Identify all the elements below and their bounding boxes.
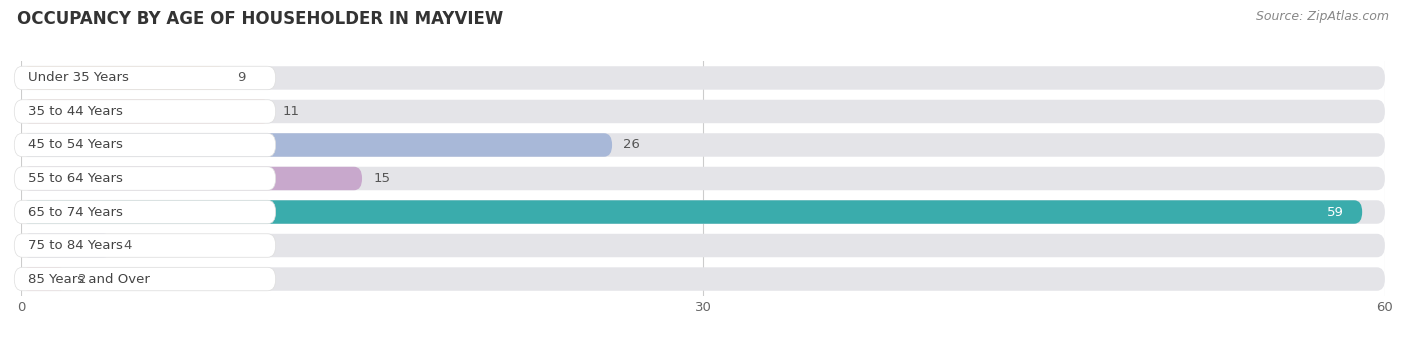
Text: 59: 59: [1327, 205, 1344, 219]
Text: 11: 11: [283, 105, 299, 118]
FancyBboxPatch shape: [21, 234, 112, 257]
Text: 35 to 44 Years: 35 to 44 Years: [28, 105, 122, 118]
FancyBboxPatch shape: [14, 133, 276, 157]
Text: 85 Years and Over: 85 Years and Over: [28, 273, 150, 286]
Text: 15: 15: [374, 172, 391, 185]
FancyBboxPatch shape: [14, 267, 276, 291]
Text: 26: 26: [623, 138, 640, 152]
Text: Under 35 Years: Under 35 Years: [28, 71, 129, 84]
FancyBboxPatch shape: [21, 167, 1385, 190]
FancyBboxPatch shape: [21, 66, 225, 90]
Text: 9: 9: [238, 71, 246, 84]
FancyBboxPatch shape: [21, 167, 363, 190]
FancyBboxPatch shape: [21, 200, 1362, 224]
FancyBboxPatch shape: [21, 133, 612, 157]
FancyBboxPatch shape: [21, 66, 1385, 90]
Text: 2: 2: [77, 273, 86, 286]
FancyBboxPatch shape: [21, 100, 271, 123]
FancyBboxPatch shape: [14, 66, 276, 90]
FancyBboxPatch shape: [21, 133, 1385, 157]
Text: 45 to 54 Years: 45 to 54 Years: [28, 138, 122, 152]
Text: OCCUPANCY BY AGE OF HOUSEHOLDER IN MAYVIEW: OCCUPANCY BY AGE OF HOUSEHOLDER IN MAYVI…: [17, 10, 503, 28]
FancyBboxPatch shape: [14, 234, 276, 257]
FancyBboxPatch shape: [21, 234, 1385, 257]
FancyBboxPatch shape: [21, 267, 1385, 291]
Text: 65 to 74 Years: 65 to 74 Years: [28, 205, 122, 219]
FancyBboxPatch shape: [21, 100, 1385, 123]
FancyBboxPatch shape: [14, 200, 276, 224]
FancyBboxPatch shape: [14, 100, 276, 123]
Text: Source: ZipAtlas.com: Source: ZipAtlas.com: [1256, 10, 1389, 23]
FancyBboxPatch shape: [21, 267, 66, 291]
FancyBboxPatch shape: [14, 167, 276, 190]
Text: 4: 4: [124, 239, 132, 252]
FancyBboxPatch shape: [21, 200, 1385, 224]
Text: 55 to 64 Years: 55 to 64 Years: [28, 172, 122, 185]
Text: 75 to 84 Years: 75 to 84 Years: [28, 239, 122, 252]
